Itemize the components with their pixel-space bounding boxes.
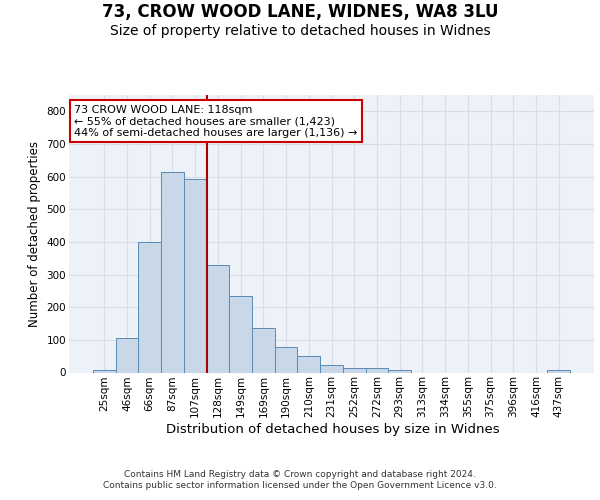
Bar [388, 370, 411, 372]
Bar [161, 172, 184, 372]
Bar [320, 366, 343, 372]
Text: 73, CROW WOOD LANE, WIDNES, WA8 3LU: 73, CROW WOOD LANE, WIDNES, WA8 3LU [102, 4, 498, 22]
Bar [116, 338, 139, 372]
Text: 73 CROW WOOD LANE: 118sqm
← 55% of detached houses are smaller (1,423)
44% of se: 73 CROW WOOD LANE: 118sqm ← 55% of detac… [74, 104, 358, 138]
Bar [547, 370, 570, 372]
Bar [206, 265, 229, 372]
Text: Size of property relative to detached houses in Widnes: Size of property relative to detached ho… [110, 24, 490, 38]
Y-axis label: Number of detached properties: Number of detached properties [28, 141, 41, 327]
Bar [184, 179, 206, 372]
Bar [252, 328, 275, 372]
Bar [93, 370, 116, 372]
Bar [275, 347, 298, 372]
Bar [139, 242, 161, 372]
Bar [343, 368, 365, 372]
Text: Contains HM Land Registry data © Crown copyright and database right 2024.
Contai: Contains HM Land Registry data © Crown c… [103, 470, 497, 490]
Bar [365, 368, 388, 372]
Bar [229, 296, 252, 372]
Text: Distribution of detached houses by size in Widnes: Distribution of detached houses by size … [166, 422, 500, 436]
Bar [298, 356, 320, 372]
